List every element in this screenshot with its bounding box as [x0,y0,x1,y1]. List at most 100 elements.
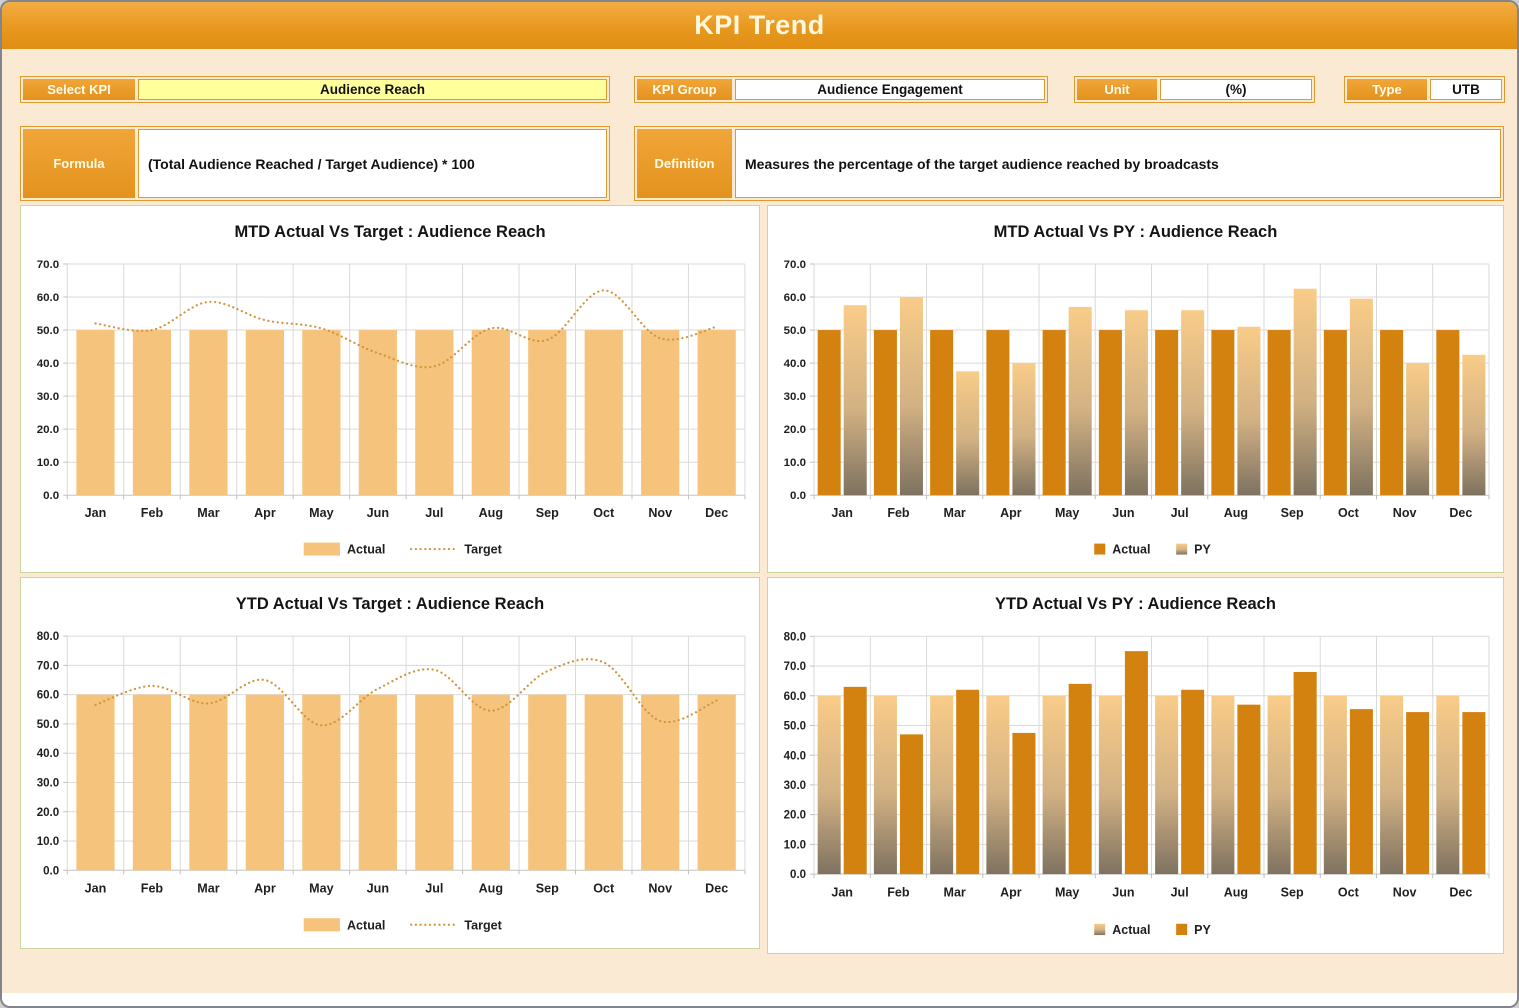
svg-text:0.0: 0.0 [43,490,59,502]
svg-text:Nov: Nov [1393,886,1417,900]
svg-text:Jan: Jan [831,886,853,900]
svg-text:Aug: Aug [1224,506,1248,520]
target-line [94,658,718,727]
bar-actual-may [302,694,341,871]
definition-label: Definition [637,129,732,198]
bar-actual-feb [873,330,897,496]
svg-text:70.0: 70.0 [37,660,60,672]
bar-actual-oct [584,694,623,871]
svg-text:0.0: 0.0 [790,490,806,502]
legend-swatch-py [1176,923,1188,936]
chart-panel-mtd-actual-vs-py: MTD Actual Vs PY : Audience Reach 0.0 10.… [767,205,1504,573]
bar-actual-sep [1267,330,1291,496]
bar-actual-mar [930,695,954,875]
bar-actual-nov [641,330,680,496]
svg-text:Nov: Nov [648,506,672,520]
bar-actual-jun [1098,695,1122,875]
bar-py-nov [1406,712,1430,875]
legend: Actual Target [303,918,503,932]
svg-text:Apr: Apr [1000,506,1022,520]
svg-text:70.0: 70.0 [784,259,806,271]
svg-text:40.0: 40.0 [37,358,59,370]
select-kpi-value[interactable]: Audience Reach [138,79,607,100]
bar-actual-mar [930,330,954,496]
chart-title-mtd-actual-vs-py: MTD Actual Vs PY : Audience Reach [993,223,1278,241]
series-actual [76,694,736,871]
legend-swatch-py [1176,543,1188,555]
bar-actual-feb [132,694,172,871]
target-line [94,289,718,369]
bar-actual-aug [1211,330,1235,496]
x-axis-labels: Jan Feb Mar Apr May Jun Jul Aug Sep Oct Nov Dec [85,506,729,520]
definition-control: Definition Measures the percentage of th… [634,126,1504,201]
svg-text:Mar: Mar [944,886,966,900]
legend-label-py: PY [1194,923,1211,937]
bar-py-apr [1012,732,1036,875]
svg-text:Sep: Sep [1281,506,1304,520]
svg-text:Aug: Aug [479,881,503,895]
legend-label-actual: Actual [347,918,385,932]
svg-text:50.0: 50.0 [37,719,60,731]
bar-py-may [1068,306,1092,496]
svg-text:10.0: 10.0 [784,457,806,469]
bar-actual-aug [471,330,510,496]
bar-actual-aug [1211,695,1235,875]
svg-text:80.0: 80.0 [784,630,806,643]
bar-actual-mar [189,330,228,496]
svg-text:Oct: Oct [593,881,615,895]
svg-text:Mar: Mar [197,881,219,895]
formula-label: Formula [23,129,135,198]
svg-text:70.0: 70.0 [784,660,806,673]
bar-py-sep [1293,671,1317,875]
svg-text:Mar: Mar [197,506,219,520]
svg-text:0.0: 0.0 [790,868,806,881]
svg-text:Sep: Sep [536,506,559,520]
chart-title-ytd-actual-vs-target: YTD Actual Vs Target : Audience Reach [235,595,545,613]
legend-label-py: PY [1194,543,1211,557]
bar-actual-jun [358,694,397,871]
type-value: UTB [1430,79,1502,100]
svg-text:Jan: Jan [85,881,107,895]
bar-actual-dec [697,330,736,496]
svg-text:20.0: 20.0 [37,807,60,819]
bar-py-jul [1181,310,1205,496]
bar-actual-may [302,330,341,496]
title-bar: KPI Trend [2,2,1517,49]
definition-value: Measures the percentage of the target au… [735,129,1501,198]
bar-actual-dec [1436,330,1460,496]
svg-text:Jul: Jul [425,881,443,895]
formula-value: (Total Audience Reached / Target Audienc… [138,129,607,198]
svg-text:Feb: Feb [887,886,910,900]
svg-text:10.0: 10.0 [37,836,60,848]
unit-value: (%) [1160,79,1312,100]
svg-text:Jan: Jan [831,506,853,520]
svg-text:Apr: Apr [254,506,276,520]
legend: Actual PY [1094,543,1212,557]
x-axis-labels: Jan Feb Mar Apr May Jun Jul Aug Sep Oct Nov Dec [85,881,729,895]
svg-text:Jun: Jun [367,506,389,520]
svg-text:May: May [1055,886,1079,900]
bar-py-jan [843,305,867,496]
svg-text:0.0: 0.0 [43,865,59,877]
formula-control: Formula (Total Audience Reached / Target… [20,126,610,201]
bar-actual-jul [1155,695,1179,875]
svg-text:80.0: 80.0 [37,631,60,643]
bar-actual-jan [76,330,115,496]
legend-label-actual: Actual [347,543,385,557]
bar-actual-mar [189,694,228,871]
svg-text:Apr: Apr [1000,886,1022,900]
legend-swatch-actual [1094,923,1106,936]
svg-text:Jul: Jul [1171,886,1189,900]
bar-actual-sep [528,694,567,871]
svg-text:Aug: Aug [1224,886,1248,900]
series-py [843,651,1486,875]
bar-actual-dec [1436,695,1460,875]
svg-text:May: May [1055,506,1079,520]
svg-text:30.0: 30.0 [784,779,806,792]
svg-text:Sep: Sep [536,881,559,895]
page-title: KPI Trend [694,10,825,40]
legend-swatch-actual [303,918,340,932]
bar-actual-dec [697,694,736,871]
bottom-margin [2,993,1517,1006]
